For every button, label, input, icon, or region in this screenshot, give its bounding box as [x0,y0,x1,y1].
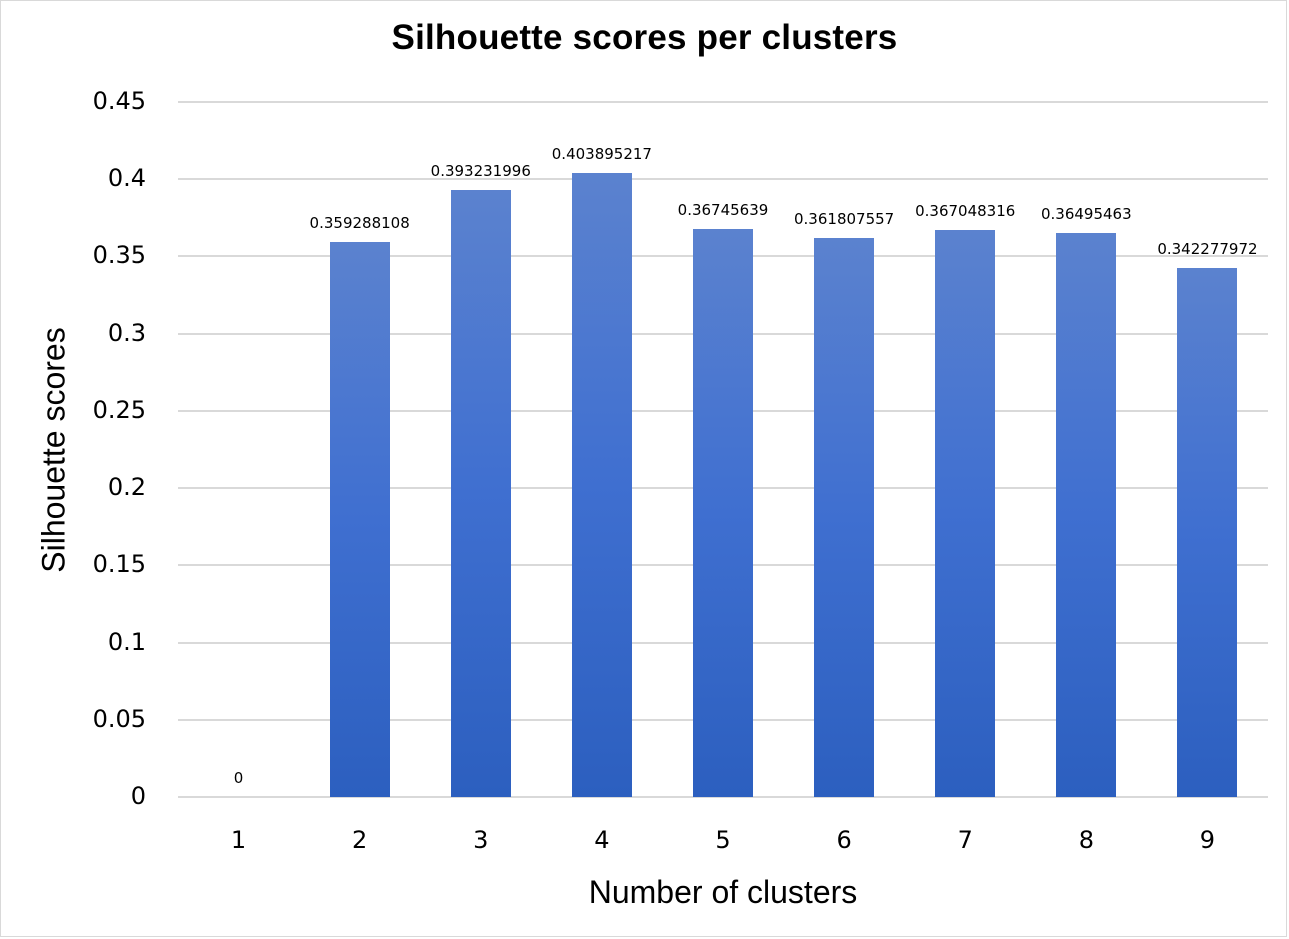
y-tick-label: 0.05 [92,704,146,733]
bar-cluster-4 [571,173,632,797]
gridline [178,796,1268,798]
y-tick-label: 0.2 [107,473,146,502]
y-tick-label: 0.1 [107,627,146,656]
x-tick-label: 7 [957,826,973,854]
data-label: 0.367048316 [915,202,1016,221]
x-axis-label: Number of clusters [588,874,858,910]
y-axis-label: Silhouette scores [35,327,72,573]
x-tick-label: 2 [352,826,368,854]
bar-cluster-6 [814,238,875,797]
bar-cluster-9 [1177,268,1238,797]
data-label: 0.393231996 [430,161,531,180]
y-tick-label: 0.35 [92,241,146,270]
chart-title: Silhouette scores per clusters [391,18,898,57]
bar-cluster-2 [329,242,390,797]
y-tick-label: 0.3 [107,318,146,347]
y-tick-label: 0 [130,782,146,810]
data-label: 0.36745639 [677,201,769,220]
x-tick-label: 8 [1078,826,1094,854]
x-tick-label: 1 [230,826,247,854]
data-label: 0.342277972 [1157,240,1258,259]
data-label: 0.361807557 [794,210,895,229]
x-tick-label: 9 [1199,826,1216,854]
data-label: 0 [233,769,244,787]
y-tick-label: 0.15 [92,550,146,579]
data-label: 0.36495463 [1040,205,1132,224]
gridline [178,178,1268,181]
x-tick-label: 6 [836,826,852,854]
x-tick-label: 3 [473,826,489,854]
bar-cluster-3 [450,189,511,797]
data-label: 0.403895217 [551,145,652,164]
bar-cluster-8 [1056,233,1117,797]
y-tick-label: 0.25 [92,395,146,424]
y-tick-label: 0.4 [107,164,146,193]
bar-cluster-7 [935,230,996,797]
y-tick-label: 0.45 [92,87,146,115]
data-label: 0.359288108 [309,214,410,233]
bar-cluster-5 [693,229,753,797]
x-tick-label: 5 [715,826,731,854]
x-tick-label: 4 [594,826,610,854]
gridline [178,101,1268,103]
